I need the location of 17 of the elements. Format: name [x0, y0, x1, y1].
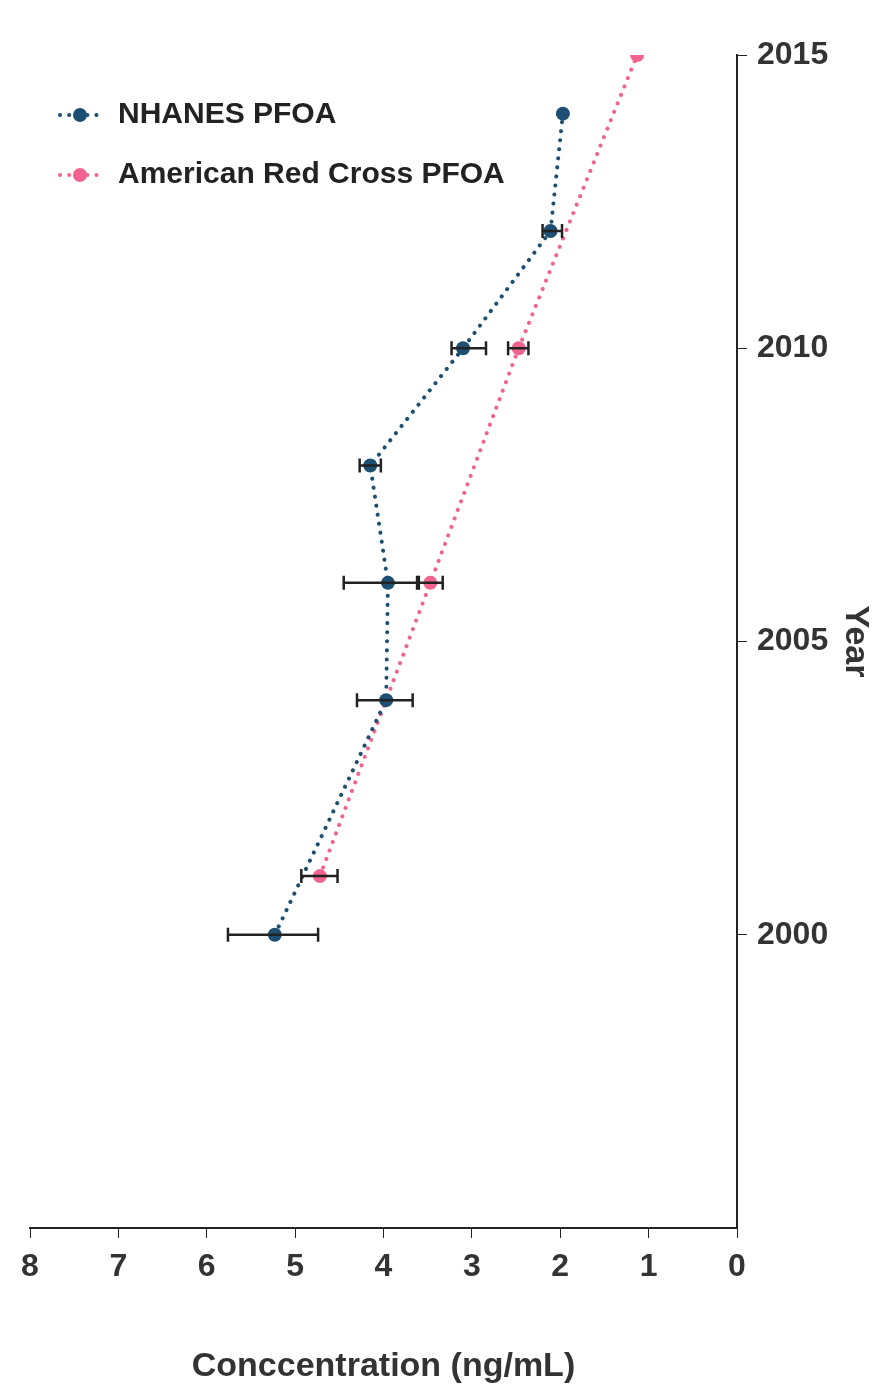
x-tick-label: 6 [197, 1247, 216, 1284]
legend-label: NHANES PFOA [118, 96, 337, 130]
y-tick-label: 2010 [757, 328, 829, 365]
x-tick-label: 1 [639, 1247, 658, 1284]
x-tick-label: 0 [728, 1247, 746, 1284]
x-tick-label: 3 [462, 1247, 481, 1284]
y-tick-label: 2000 [757, 914, 829, 951]
legend-label: American Red Cross PFOA [118, 156, 505, 190]
y-tick-label: 2005 [757, 621, 829, 658]
y-axis-title: Year [839, 605, 878, 678]
x-tick-label: 2 [551, 1247, 570, 1284]
x-tick-label: 8 [21, 1247, 39, 1284]
x-axis-title: Conccentration (ng/mL) [191, 1344, 576, 1383]
y-tick-label: 2015 [757, 34, 829, 71]
x-tick-label: 7 [109, 1247, 128, 1284]
x-tick-label: 5 [286, 1247, 305, 1284]
x-tick-label: 4 [374, 1247, 393, 1284]
